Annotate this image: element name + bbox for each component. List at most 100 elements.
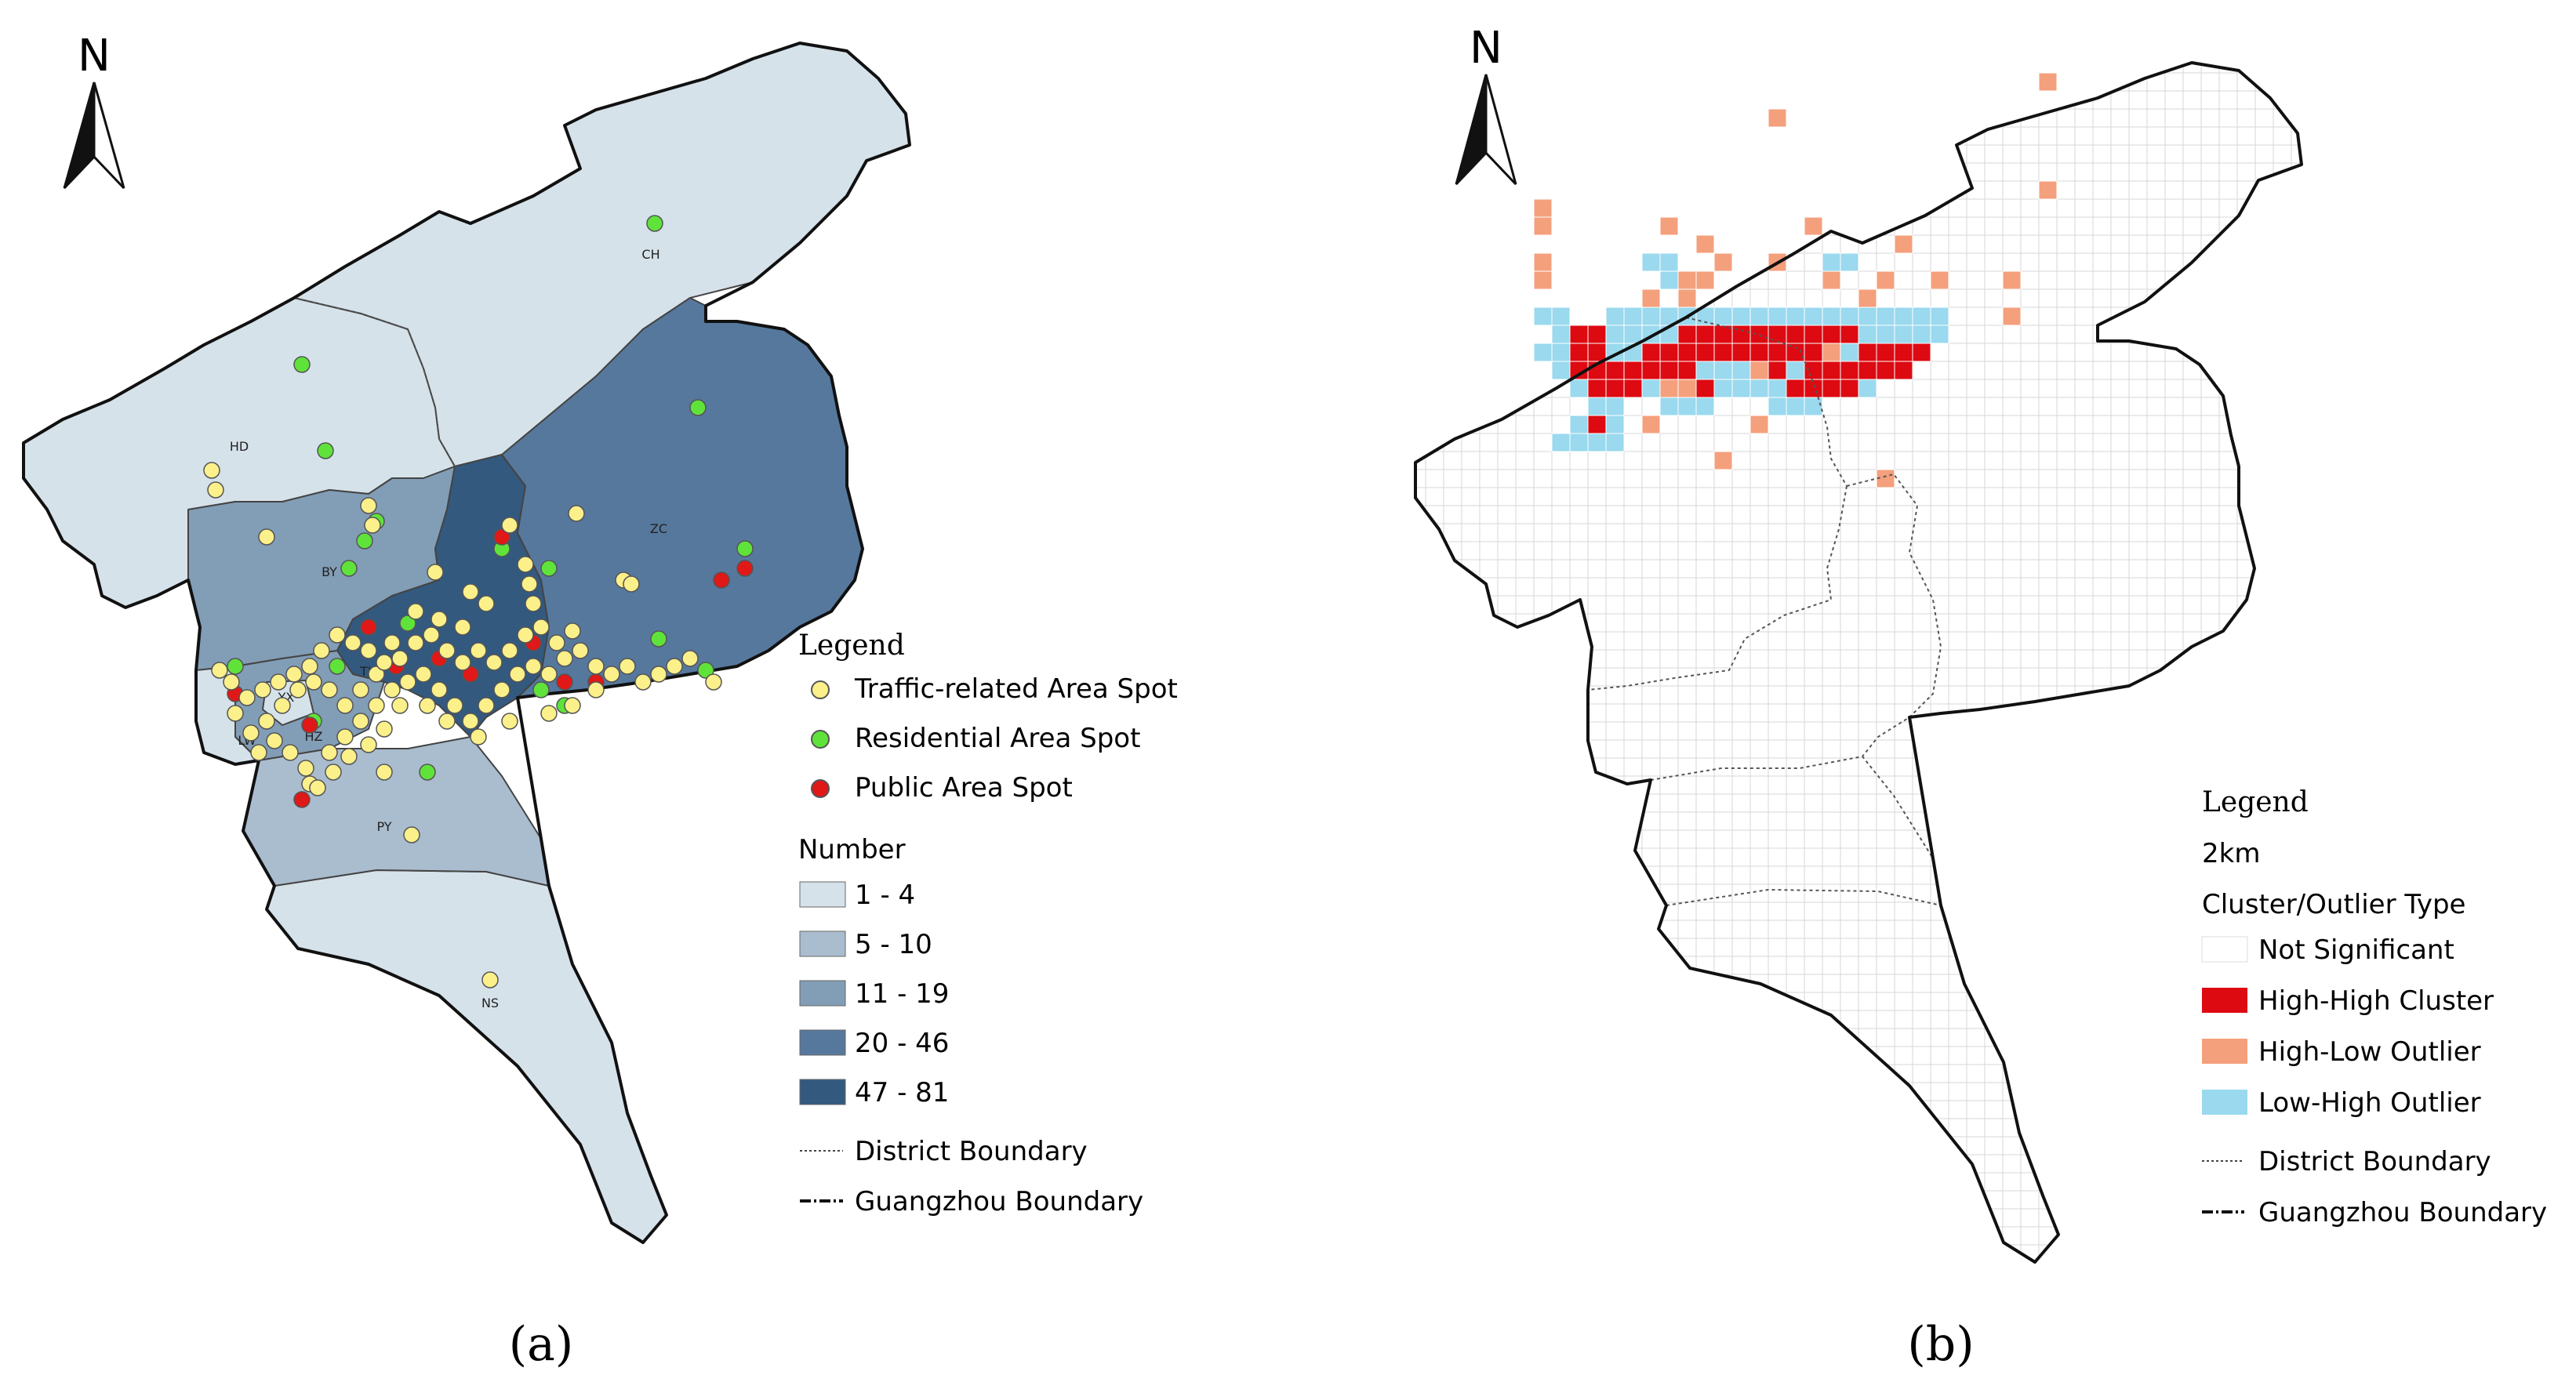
traffic-spot-marker — [470, 728, 487, 745]
district-boundary-b — [1587, 317, 1942, 906]
low-high-cell — [1605, 433, 1625, 452]
legend-class-swatch — [799, 980, 846, 1007]
high-high-cell — [1677, 361, 1697, 380]
traffic-spot-marker — [407, 634, 424, 651]
high-low-cell — [1533, 216, 1553, 236]
traffic-spot-marker — [407, 603, 424, 620]
low-high-cell — [1569, 415, 1589, 434]
district-label-py: PY — [376, 819, 391, 834]
high-low-cell — [1768, 108, 1787, 128]
spot-markers — [203, 215, 754, 989]
high-high-cell — [1840, 361, 1859, 380]
low-high-cell — [1930, 307, 1949, 326]
residential-spot-marker — [227, 658, 244, 675]
north-label-b: N — [1470, 23, 1502, 74]
traffic-spot-marker — [352, 681, 369, 698]
district-polygons — [23, 42, 910, 1243]
traffic-spot-marker — [532, 619, 550, 636]
traffic-spot-marker — [360, 497, 377, 514]
public-spot-marker — [556, 673, 573, 691]
high-high-cell — [1695, 343, 1715, 362]
high-high-cell — [1587, 343, 1607, 362]
high-high-cell — [1587, 379, 1607, 398]
district-label-hd: HD — [230, 439, 249, 454]
low-high-cell — [1840, 343, 1859, 362]
traffic-spot-marker — [705, 673, 722, 691]
district-boundary-line — [293, 297, 456, 467]
low-high-cell — [1822, 252, 1841, 272]
traffic-spot-marker — [254, 681, 271, 698]
legend-class-swatch — [799, 1029, 846, 1056]
traffic-spot-marker — [223, 673, 240, 691]
residential-spot-marker — [646, 215, 663, 232]
traffic-spot-marker — [270, 673, 287, 691]
low-high-cell — [1641, 252, 1661, 272]
low-high-cell — [1768, 397, 1787, 416]
high-high-cell — [1749, 325, 1769, 344]
high-high-cell — [1894, 361, 1913, 380]
high-low-cell — [1858, 288, 1877, 308]
high-low-cell — [1677, 288, 1697, 308]
traffic-spot-marker — [309, 779, 326, 796]
district-ns — [266, 869, 667, 1243]
legend-class-label: 1 - 4 — [855, 880, 915, 911]
residential-spot-marker — [650, 630, 667, 648]
public-spot-marker — [493, 528, 510, 546]
guangzhou-boundary-b — [1414, 61, 2303, 1264]
traffic-spot-marker — [423, 626, 440, 644]
legend-spot-marker — [811, 779, 830, 798]
traffic-spot-marker — [336, 697, 354, 714]
legend-b-type-title: Cluster/Outlier Type — [2202, 889, 2465, 920]
traffic-spot-marker — [619, 658, 636, 675]
traffic-spot-marker — [481, 971, 499, 989]
north-label: N — [78, 31, 111, 82]
high-high-cell — [1876, 343, 1895, 362]
traffic-spot-marker — [258, 713, 275, 730]
legend-b-class-label: Low-High Outlier — [2258, 1087, 2481, 1119]
legend-b-class-swatch — [2202, 1090, 2247, 1115]
traffic-spot-marker — [438, 642, 456, 659]
traffic-spot-marker — [650, 666, 667, 683]
low-high-cell — [1786, 307, 1805, 326]
district-label-by: BY — [322, 564, 337, 579]
district-label-zc: ZC — [650, 521, 667, 536]
public-spot-marker — [360, 619, 377, 636]
high-low-cell — [1677, 270, 1697, 290]
traffic-spot-marker — [446, 697, 463, 714]
low-high-cell — [1641, 379, 1661, 398]
high-high-cell — [1804, 379, 1823, 398]
high-high-cell — [1641, 361, 1661, 380]
residential-spot-marker — [399, 615, 416, 632]
traffic-spot-marker — [419, 697, 436, 714]
legend-b-scale: 2km — [2202, 838, 2260, 869]
high-low-cell — [1695, 270, 1715, 290]
traffic-spot-marker — [321, 681, 338, 698]
high-low-cell — [1822, 270, 1841, 290]
legend-b-city-boundary: Guangzhou Boundary — [2258, 1197, 2547, 1228]
traffic-spot-marker — [383, 634, 401, 651]
legend-b-title: Legend — [2202, 786, 2309, 818]
high-low-cell — [2038, 72, 2058, 92]
traffic-spot-marker — [431, 681, 448, 698]
traffic-spot-marker — [376, 720, 393, 738]
traffic-spot-marker — [376, 654, 393, 671]
low-high-cell — [1605, 397, 1625, 416]
high-high-cell — [1659, 361, 1679, 380]
traffic-spot-marker — [564, 622, 581, 640]
traffic-spot-marker — [364, 517, 381, 534]
legend-class-swatch — [799, 1079, 846, 1105]
traffic-spot-marker — [681, 650, 699, 667]
high-low-cell — [1749, 361, 1769, 380]
legend-class-label: 47 - 81 — [855, 1077, 949, 1108]
high-low-cell — [1876, 469, 1895, 488]
public-spot-marker — [293, 791, 311, 808]
low-high-cell — [1930, 325, 1949, 344]
residential-spot-marker — [697, 662, 714, 679]
low-high-cell — [1623, 325, 1643, 344]
traffic-spot-marker — [399, 673, 416, 691]
legend-spot-label: Traffic-related Area Spot — [854, 673, 1178, 705]
low-high-cell — [1605, 415, 1625, 434]
high-high-cell — [1822, 361, 1841, 380]
low-high-cell — [1569, 433, 1589, 452]
high-high-cell — [1587, 325, 1607, 344]
